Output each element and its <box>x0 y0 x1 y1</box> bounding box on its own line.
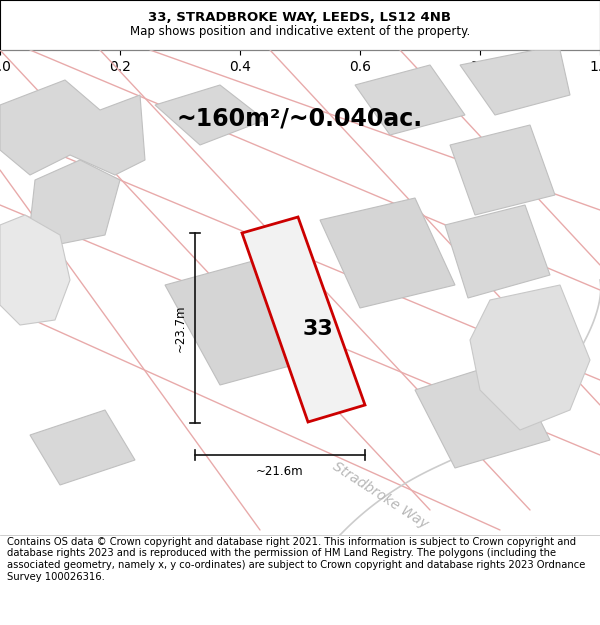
Polygon shape <box>460 50 570 115</box>
Text: ~160m²/~0.040ac.: ~160m²/~0.040ac. <box>177 106 423 130</box>
Text: 33, STRADBROKE WAY, LEEDS, LS12 4NB: 33, STRADBROKE WAY, LEEDS, LS12 4NB <box>149 11 452 24</box>
Text: 33: 33 <box>303 319 334 339</box>
Polygon shape <box>165 255 330 385</box>
Polygon shape <box>242 217 365 422</box>
Polygon shape <box>155 85 265 145</box>
Polygon shape <box>0 80 145 175</box>
Polygon shape <box>0 215 70 325</box>
Polygon shape <box>445 205 550 298</box>
Polygon shape <box>415 360 550 468</box>
Text: ~23.7m: ~23.7m <box>174 304 187 352</box>
Polygon shape <box>470 285 590 430</box>
Polygon shape <box>320 198 455 308</box>
Text: Map shows position and indicative extent of the property.: Map shows position and indicative extent… <box>130 24 470 38</box>
Text: Stradbroke Way: Stradbroke Way <box>329 459 430 531</box>
Polygon shape <box>30 160 120 245</box>
Text: ~21.6m: ~21.6m <box>256 465 304 478</box>
Text: Contains OS data © Crown copyright and database right 2021. This information is : Contains OS data © Crown copyright and d… <box>7 537 586 582</box>
Polygon shape <box>30 410 135 485</box>
Polygon shape <box>450 125 555 215</box>
Polygon shape <box>355 65 465 135</box>
